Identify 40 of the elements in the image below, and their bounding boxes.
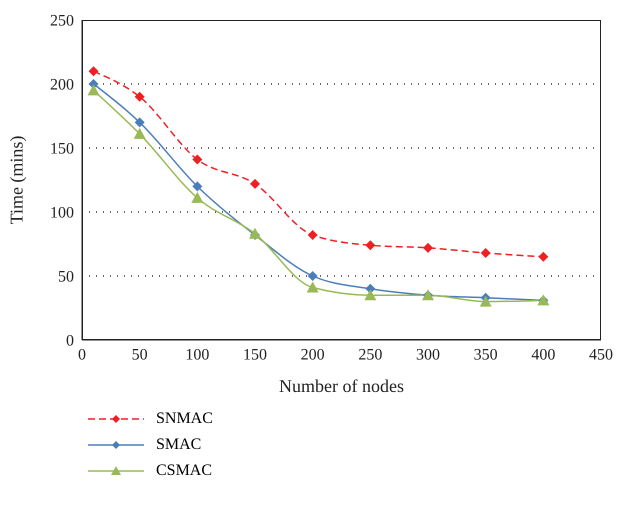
y-tick-label: 250 xyxy=(50,12,74,30)
y-tick-label: 100 xyxy=(50,204,74,222)
x-tick-label: 150 xyxy=(243,346,267,364)
y-tick-label: 200 xyxy=(50,76,74,94)
x-axis-title: Number of nodes xyxy=(279,376,404,396)
point xyxy=(308,271,318,281)
x-tick-label: 0 xyxy=(78,346,86,364)
point xyxy=(480,296,492,307)
point xyxy=(480,248,491,258)
legend-label: SMAC xyxy=(156,436,202,454)
point xyxy=(192,181,202,192)
point xyxy=(306,282,319,293)
point xyxy=(365,240,376,250)
point xyxy=(249,228,261,239)
x-tick-label: 50 xyxy=(132,346,148,364)
point xyxy=(134,92,145,102)
y-tick-label: 150 xyxy=(50,140,74,158)
x-tick-label: 350 xyxy=(474,346,498,364)
y-tick-label: 0 xyxy=(66,332,74,350)
point xyxy=(423,242,433,253)
point xyxy=(88,84,100,96)
point xyxy=(134,117,145,128)
x-tick-label: 450 xyxy=(589,346,613,364)
point xyxy=(192,154,202,165)
point xyxy=(538,252,548,262)
point xyxy=(134,128,146,139)
point xyxy=(191,192,204,203)
x-tick-label: 250 xyxy=(358,346,382,364)
x-tick-label: 200 xyxy=(300,346,325,364)
point xyxy=(250,178,260,189)
y-tick-label: 50 xyxy=(58,268,74,286)
point xyxy=(364,289,376,300)
point xyxy=(308,230,318,240)
x-tick-label: 400 xyxy=(531,346,556,364)
point xyxy=(88,66,99,76)
legend-label: CSMAC xyxy=(156,462,212,480)
y-axis-title: Time (mins) xyxy=(6,136,26,224)
x-tick-label: 100 xyxy=(185,346,210,364)
legend-label: SNMAC xyxy=(156,410,213,428)
x-tick-label: 300 xyxy=(416,346,440,364)
